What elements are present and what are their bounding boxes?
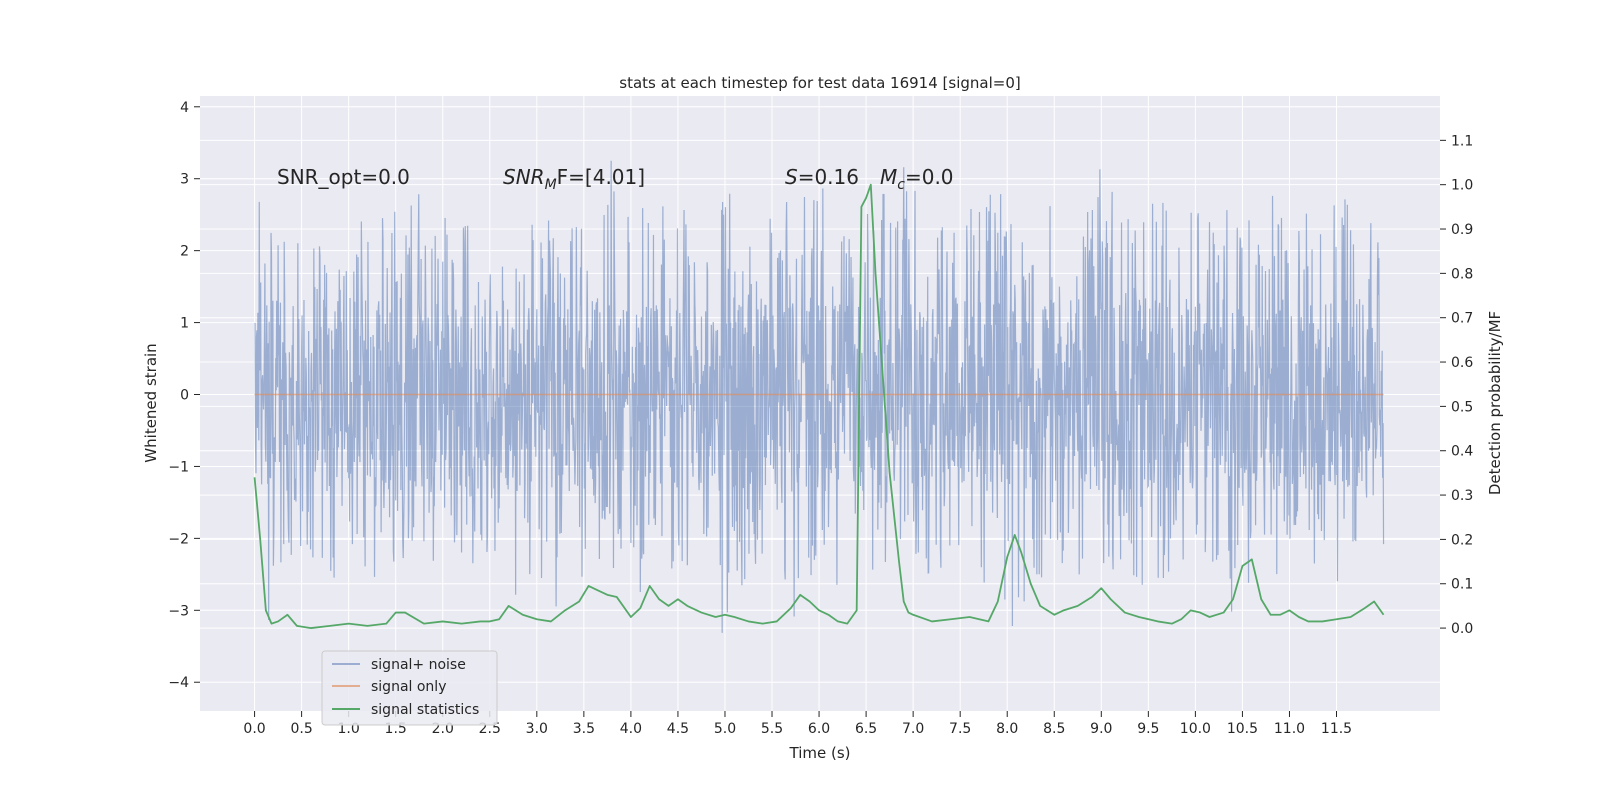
legend: signal+ noise signal only signal statist… <box>321 650 498 726</box>
x-tick-label: 4.5 <box>667 721 689 737</box>
x-axis-ticks: 0.0 0.5 1.0 1.5 2.0 2.5 3.0 3.5 4.0 4.5 5.0 5.5 6.0 6… <box>243 711 1352 737</box>
mc-sub: c <box>897 177 905 193</box>
s-value: =0.16 <box>798 165 859 189</box>
y2-tick-label: 0.2 <box>1451 532 1473 548</box>
y2-tick-label: 0.0 <box>1451 621 1473 637</box>
y-tick-label: −1 <box>168 459 189 475</box>
y-tick-label: −2 <box>168 531 189 547</box>
s-annotation: S=0.16 <box>785 165 859 189</box>
x-tick-label: 7.5 <box>949 721 971 737</box>
x-tick-label: 5.0 <box>714 721 736 737</box>
y-tick-label: 3 <box>180 172 189 188</box>
x-tick-label: 10.5 <box>1227 721 1258 737</box>
snr-mf-sub: M <box>545 177 557 193</box>
snr-mf-main: SNR <box>503 165 545 189</box>
mc-annotation: Mc=0.0 <box>880 165 954 193</box>
y2-tick-label: 1.1 <box>1451 133 1473 149</box>
x-tick-label: 8.5 <box>1043 721 1065 737</box>
x-tick-label: 5.5 <box>761 721 783 737</box>
x-tick-label: 10.0 <box>1180 721 1211 737</box>
x-tick-label: 6.0 <box>808 721 830 737</box>
y2-tick-label: 0.1 <box>1451 577 1473 593</box>
y-tick-label: 0 <box>180 388 189 404</box>
y2-tick-label: 1.0 <box>1451 178 1473 194</box>
x-tick-label: 11.0 <box>1274 721 1305 737</box>
series-signal-noise-line <box>254 160 1385 633</box>
y2-tick-label: 0.7 <box>1451 311 1473 327</box>
x-tick-label: 6.5 <box>855 721 877 737</box>
series-signal-statistics-line <box>253 183 1385 629</box>
mc-value: =0.0 <box>905 165 954 189</box>
snr-mf-annotation: SNRMF=[4.01] <box>503 165 645 193</box>
x-tick-label: 9.0 <box>1090 721 1112 737</box>
y-tick-label: 4 <box>180 100 189 116</box>
y-axis-ticks: −4 −3 −2 −1 0 1 2 3 4 <box>168 100 200 691</box>
y2-tick-label: 0.6 <box>1451 355 1473 371</box>
y-tick-label: 1 <box>180 316 189 332</box>
x-tick-label: 0.5 <box>290 721 312 737</box>
mc-symbol: M <box>880 165 897 189</box>
x-tick-label: 11.5 <box>1321 721 1352 737</box>
x-tick-label: 0.0 <box>243 721 265 737</box>
snr-opt-annotation: SNR_opt=0.0 <box>277 165 410 189</box>
y2-axis-ticks: 0.0 0.1 0.2 0.3 0.4 0.5 0.6 0.7 0.8 0.9 1.0 1.1 <box>1440 133 1473 637</box>
x-tick-label: 8.0 <box>996 721 1018 737</box>
legend-label-signal-statistics: signal statistics <box>371 702 479 718</box>
y2-tick-label: 0.9 <box>1451 222 1473 238</box>
y-axis-label: Whitened strain <box>142 343 160 462</box>
x-tick-label: 3.5 <box>573 721 595 737</box>
chart-title: stats at each timestep for test data 169… <box>619 74 1020 92</box>
y-tick-label: 2 <box>180 244 189 260</box>
x-axis-label: Time (s) <box>789 744 851 762</box>
legend-label-signal-only: signal only <box>371 679 446 695</box>
y2-tick-label: 0.5 <box>1451 399 1473 415</box>
y2-tick-label: 0.3 <box>1451 488 1473 504</box>
y2-tick-label: 0.4 <box>1451 444 1473 460</box>
x-tick-label: 4.0 <box>620 721 642 737</box>
y-tick-label: −3 <box>168 603 189 619</box>
x-tick-label: 3.0 <box>526 721 548 737</box>
y-tick-label: −4 <box>168 675 189 691</box>
y2-tick-label: 0.8 <box>1451 266 1473 282</box>
y2-axis-label: Detection probability/MF <box>1486 311 1504 495</box>
x-tick-label: 9.5 <box>1137 721 1159 737</box>
legend-box <box>321 650 498 726</box>
snr-mf-rest: F=[4.01] <box>557 165 645 189</box>
s-symbol: S <box>785 165 798 189</box>
series-layer <box>253 160 1385 633</box>
legend-label-signal-noise: signal+ noise <box>371 657 466 673</box>
x-tick-label: 7.0 <box>902 721 924 737</box>
